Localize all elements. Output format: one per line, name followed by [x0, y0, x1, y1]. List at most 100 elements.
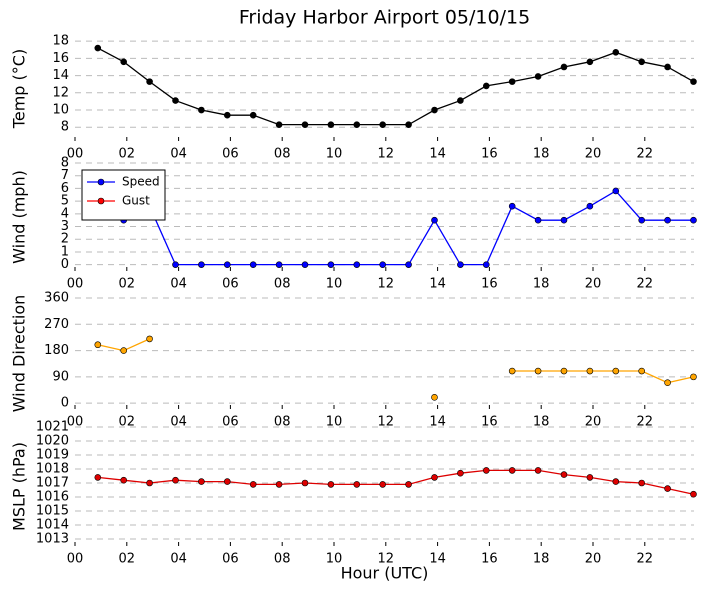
- y-tick-label: 0: [61, 396, 69, 411]
- data-point: [198, 478, 205, 485]
- data-point: [508, 367, 516, 375]
- x-tick-label: 16: [481, 552, 498, 567]
- data-point: [612, 49, 620, 56]
- series-line: [512, 370, 694, 384]
- data-point: [664, 63, 671, 71]
- data-point: [172, 261, 179, 268]
- data-point: [560, 471, 568, 478]
- y-tick-label: 1017: [36, 476, 69, 491]
- x-tick-label: 06: [222, 147, 239, 162]
- y-tick-label: 0: [61, 257, 69, 272]
- data-point: [249, 481, 257, 488]
- data-point: [431, 474, 438, 481]
- data-point: [120, 476, 127, 484]
- data-point: [534, 216, 542, 224]
- y-tick-label: 8: [61, 156, 69, 171]
- data-point: [508, 202, 516, 210]
- y-tick-label: 4: [61, 206, 69, 221]
- data-point: [690, 490, 697, 498]
- x-tick-label: 18: [533, 415, 550, 430]
- x-tick-label: 14: [429, 552, 446, 567]
- y-axis-label: Wind Direction: [10, 295, 29, 413]
- x-tick-label: 00: [67, 415, 84, 430]
- series-line: [97, 469, 694, 495]
- data-point: [612, 478, 620, 485]
- data-point: [353, 481, 361, 488]
- legend-marker: [97, 178, 105, 186]
- x-tick-label: 06: [222, 277, 239, 292]
- x-tick-label: 12: [378, 147, 395, 162]
- x-tick-label: 10: [326, 147, 343, 162]
- y-axis-label: Wind (mph): [10, 170, 29, 264]
- y-tick-label: 270: [44, 317, 69, 332]
- data-point: [301, 261, 309, 268]
- x-tick-label: 02: [119, 552, 136, 567]
- data-point: [638, 367, 645, 375]
- data-point: [534, 467, 542, 474]
- x-tick-label: 20: [585, 415, 602, 430]
- chart-title: Friday Harbor Airport 05/10/15: [239, 7, 530, 29]
- data-point: [638, 216, 645, 224]
- x-tick-label: 10: [326, 552, 343, 567]
- data-point: [482, 261, 490, 268]
- x-tick-label: 20: [585, 147, 602, 162]
- x-tick-label: 22: [637, 552, 654, 567]
- data-point: [120, 58, 127, 66]
- data-point: [586, 202, 594, 210]
- y-tick-label: 5: [61, 194, 69, 209]
- x-tick-label: 00: [67, 277, 84, 292]
- data-point: [275, 481, 283, 488]
- data-point: [508, 467, 516, 474]
- y-axis-label: MSLP (hPa): [10, 442, 29, 531]
- x-tick-label: 02: [119, 277, 136, 292]
- data-point: [275, 121, 283, 128]
- x-tick-label: 00: [67, 147, 84, 162]
- y-tick-label: 16: [52, 51, 69, 66]
- y-tick-label: 14: [52, 68, 69, 83]
- data-point: [249, 111, 257, 119]
- y-tick-label: 1: [61, 244, 69, 259]
- x-tick-label: 22: [637, 415, 654, 430]
- data-point: [146, 78, 153, 85]
- legend-label: Gust: [122, 194, 150, 208]
- x-tick-label: 18: [533, 277, 550, 292]
- x-tick-label: 02: [119, 147, 136, 162]
- data-point: [638, 58, 645, 66]
- x-tick-label: 04: [170, 277, 187, 292]
- y-tick-label: 7: [61, 168, 69, 183]
- data-point: [664, 379, 671, 387]
- data-point: [379, 121, 386, 128]
- x-axis-label: Hour (UTC): [341, 564, 429, 583]
- data-point: [431, 106, 438, 114]
- data-point: [120, 347, 127, 354]
- data-point: [690, 216, 697, 224]
- legend-box: [81, 169, 166, 221]
- x-tick-label: 08: [274, 277, 291, 292]
- data-point: [534, 73, 542, 80]
- x-tick-label: 16: [481, 415, 498, 430]
- data-point: [146, 479, 153, 487]
- x-tick-label: 08: [274, 552, 291, 567]
- data-point: [172, 476, 179, 484]
- data-point: [586, 367, 594, 375]
- data-point: [664, 485, 671, 492]
- y-axis-label: Temp (°C): [10, 49, 29, 129]
- x-tick-label: 08: [274, 147, 291, 162]
- x-tick-label: 22: [637, 147, 654, 162]
- x-tick-label: 12: [378, 552, 395, 567]
- data-point: [223, 111, 231, 119]
- data-point: [301, 479, 309, 487]
- x-tick-label: 06: [222, 415, 239, 430]
- data-point: [508, 78, 516, 85]
- x-tick-label: 16: [481, 277, 498, 292]
- series-line: [97, 47, 694, 126]
- data-point: [249, 261, 257, 268]
- data-point: [353, 261, 361, 268]
- x-tick-label: 12: [378, 415, 395, 430]
- data-point: [457, 97, 464, 104]
- data-point: [612, 367, 620, 375]
- x-tick-label: 18: [533, 552, 550, 567]
- data-point: [431, 216, 438, 224]
